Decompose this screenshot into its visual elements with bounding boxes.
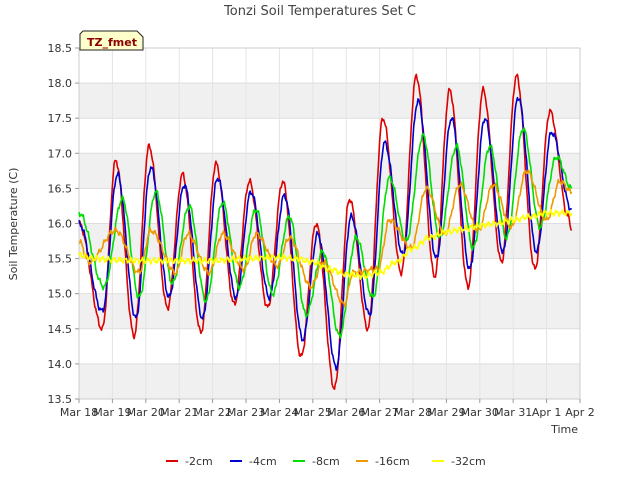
x-tick-label: Mar 30: [461, 406, 499, 419]
x-tick-label: Apr 1: [532, 406, 562, 419]
legend-label: -32cm: [451, 455, 486, 468]
legend-label: -2cm: [185, 455, 213, 468]
plot-band: [79, 48, 580, 84]
plot-band: [79, 118, 580, 154]
y-tick-label: 16.5: [48, 182, 73, 195]
plot-band: [79, 363, 580, 399]
series-line-minus-16cm: [78, 169, 573, 308]
x-tick-label: Mar 25: [294, 406, 332, 419]
y-tick-label: 15.0: [48, 288, 73, 301]
x-tick-label: Mar 22: [193, 406, 231, 419]
legend-label: -4cm: [249, 455, 277, 468]
x-tick-label: Mar 21: [160, 406, 198, 419]
x-tick-label: Mar 19: [93, 406, 131, 419]
y-tick-label: 13.5: [48, 393, 73, 406]
y-tick-label: 14.5: [48, 323, 73, 336]
y-tick-label: 18.5: [48, 42, 73, 55]
series-line-minus-4cm: [78, 96, 573, 371]
plot-band: [79, 83, 580, 119]
x-tick-label: Mar 20: [127, 406, 165, 419]
site-badge: TZ_fmet: [79, 30, 144, 51]
y-tick-label: 18.0: [48, 77, 73, 90]
badge-shape: [79, 30, 144, 51]
series-layer: [78, 73, 573, 391]
x-tick-label: Apr 2: [565, 406, 595, 419]
y-tick-label: 16.0: [48, 218, 73, 231]
series-line-minus-32cm: [78, 208, 573, 281]
legend-label: -8cm: [312, 455, 340, 468]
series-line-minus-8cm: [78, 127, 573, 339]
x-tick-label: Mar 24: [260, 406, 298, 419]
x-tick-label: Mar 26: [327, 406, 365, 419]
y-tick-label: 17.0: [48, 147, 73, 160]
y-tick-label: 17.5: [48, 112, 73, 125]
x-tick-label: Mar 27: [360, 406, 398, 419]
y-tick-label: 14.0: [48, 358, 73, 371]
legend-label: -16cm: [375, 455, 410, 468]
chart-title: Tonzi Soil Temperatures Set C: [223, 4, 416, 19]
x-tick-label: Mar 29: [427, 406, 465, 419]
x-tick-label: Mar 31: [494, 406, 532, 419]
x-tick-label: Mar 18: [60, 406, 98, 419]
badge-label: TZ_fmet: [87, 36, 137, 49]
legend: -2cm -4cm -8cm -16cm -32cm: [166, 455, 486, 468]
x-tick-label: Mar 23: [227, 406, 265, 419]
y-axis-ticks: 13.5 14.0 14.5 15.0 15.5 16.0 16.5 17.0 17.5 18.0…: [48, 42, 79, 406]
x-tick-label: Mar 28: [394, 406, 432, 419]
x-axis-label: Time: [550, 423, 578, 436]
y-tick-label: 15.5: [48, 253, 73, 266]
y-axis-label: Soil Temperature (C): [7, 168, 20, 281]
